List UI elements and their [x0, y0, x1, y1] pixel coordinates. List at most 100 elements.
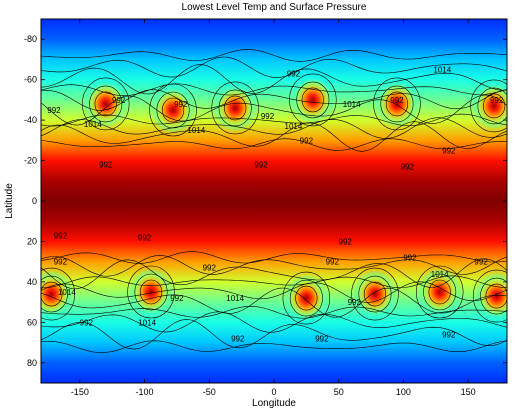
- x-tick-label: 50: [334, 387, 344, 397]
- pressure-contour-loop: [423, 273, 457, 311]
- contour-label: 1014: [343, 100, 361, 109]
- pressure-contour: [41, 56, 507, 78]
- contour-label: 992: [287, 70, 301, 79]
- pressure-contour-loop: [480, 277, 507, 315]
- pressure-contour: [41, 255, 507, 277]
- hot-spot: [472, 81, 507, 130]
- hot-spot: [352, 270, 397, 319]
- hot-spot: [417, 268, 462, 316]
- hot-spot: [374, 79, 419, 128]
- contour-label: 992: [174, 100, 188, 109]
- contour-label: 1014: [187, 126, 205, 135]
- contour-label: 1014: [84, 120, 102, 129]
- contour-label: 1014: [226, 294, 244, 303]
- pressure-contour: [41, 49, 507, 62]
- contour-label: 992: [401, 163, 415, 172]
- pressure-contour-loop: [41, 281, 63, 307]
- contour-label: 1014: [58, 288, 76, 297]
- contour-label-layer: 992 992 1014 992 1014 992 992 1014 992 1014 992 101…: [47, 66, 504, 344]
- pressure-contour-loop: [127, 265, 175, 319]
- pressure-contour-loop: [289, 279, 323, 317]
- contour-label: 992: [442, 330, 456, 339]
- y-tick-label: 60: [27, 317, 37, 327]
- pressure-contour: [41, 117, 507, 139]
- pressure-contour-loop: [385, 91, 409, 117]
- pressure-contour-loop: [224, 95, 247, 121]
- pressure-contour-loop: [149, 83, 197, 137]
- contour-label: 992: [254, 161, 268, 170]
- y-tick-label: -40: [24, 115, 37, 125]
- contour-label: 1014: [433, 66, 451, 75]
- y-tick-label: 0: [32, 196, 37, 206]
- hot-spot: [129, 268, 174, 316]
- pressure-contour-loop: [134, 273, 168, 311]
- contour-label: 992: [490, 96, 504, 105]
- pressure-contour-loop: [139, 279, 163, 305]
- pressure-contour-loop: [295, 285, 318, 311]
- contour-label: 992: [112, 96, 126, 105]
- contour-label: 992: [170, 294, 184, 303]
- contour-label: 992: [54, 231, 68, 240]
- pressure-contour-loop: [301, 87, 324, 113]
- x-tick-label: 100: [396, 387, 411, 397]
- pressure-contour: [41, 340, 507, 353]
- pressure-contour-loop: [428, 279, 451, 305]
- pressure-contour-loop: [41, 267, 76, 321]
- pressure-contour-loop: [358, 275, 392, 313]
- hot-spot: [290, 75, 335, 124]
- y-tick-label: 20: [27, 236, 37, 246]
- contour-label: 992: [231, 335, 245, 344]
- pressure-contour-loop: [289, 73, 337, 127]
- pressure-contour: [41, 83, 507, 97]
- contour-label: 992: [348, 298, 362, 307]
- contour-label: 992: [203, 264, 217, 273]
- contour-label: 992: [339, 237, 353, 246]
- pressure-contour-loop: [211, 81, 259, 135]
- pressure-contour-loop: [373, 77, 421, 131]
- y-axis-ticks: -80 -60 -40 -20 0 20 40 60 80: [24, 34, 507, 368]
- contour-label: 1014: [431, 270, 449, 279]
- pressure-contour: [41, 275, 507, 289]
- pressure-contour-layer: [41, 49, 507, 353]
- pressure-contour: [41, 281, 507, 303]
- pressure-contour-loop: [380, 85, 414, 123]
- contour-label: 992: [54, 258, 68, 267]
- x-tick-label: -150: [71, 387, 89, 397]
- pressure-contour-loop: [89, 85, 123, 123]
- contour-label: 992: [403, 254, 417, 263]
- y-tick-label: -20: [24, 156, 37, 166]
- x-tick-label: 0: [271, 387, 276, 397]
- pressure-contour: [41, 287, 507, 318]
- pressure-contour-loop: [415, 265, 464, 319]
- contour-label: 992: [390, 96, 404, 105]
- pressure-contour: [41, 138, 507, 151]
- chart-title: Lowest Level Temp and Surface Pressure: [182, 2, 367, 13]
- contour-label: 992: [442, 146, 456, 155]
- pressure-contour-loop: [82, 77, 130, 131]
- contour-label: 992: [99, 161, 113, 170]
- pressure-contour: [41, 251, 507, 264]
- pressure-contour: [41, 258, 507, 290]
- temperature-field: [41, 19, 507, 383]
- pressure-contour: [41, 319, 507, 350]
- contour-label: 992: [315, 335, 329, 344]
- pressure-contour: [41, 113, 507, 127]
- y-tick-label: -60: [24, 75, 37, 85]
- pressure-contour-loop: [41, 275, 68, 313]
- pressure-contour-loop: [470, 79, 507, 133]
- x-tick-label: -100: [136, 387, 154, 397]
- pressure-contour: [41, 121, 507, 152]
- contour-label: 992: [300, 136, 314, 145]
- contour-label: 992: [80, 318, 94, 327]
- pressure-contour: [41, 64, 507, 95]
- contour-label: 1014: [138, 318, 156, 327]
- pressure-contour: [41, 305, 507, 319]
- x-axis-label: Longitude: [252, 398, 296, 409]
- pressure-contour-loop: [482, 93, 506, 119]
- hot-spot: [151, 86, 196, 134]
- pressure-contour-loop: [94, 91, 117, 117]
- y-axis-label: Latitude: [4, 183, 15, 219]
- pressure-contour: [41, 94, 507, 126]
- pressure-contour-loop: [282, 271, 331, 325]
- contour-label: 992: [261, 112, 275, 121]
